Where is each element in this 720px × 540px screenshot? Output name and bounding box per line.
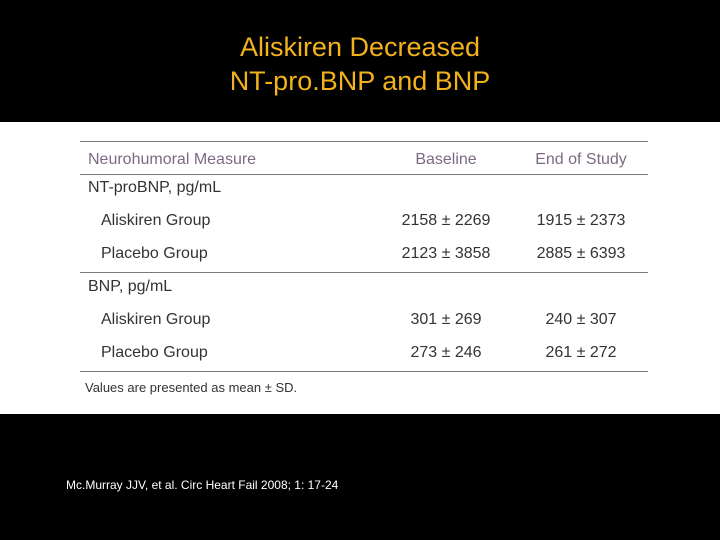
table-row: Placebo Group 273 ± 246 261 ± 272 bbox=[80, 342, 648, 364]
table-header-rule bbox=[80, 174, 648, 175]
column-header-measure: Neurohumoral Measure bbox=[88, 151, 257, 168]
table-row: Aliskiren Group 2158 ± 2269 1915 ± 2373 bbox=[80, 210, 648, 232]
citation: Mc.Murray JJV, et al. Circ Heart Fail 20… bbox=[66, 478, 339, 492]
slide-title-line-2: NT-pro.BNP and BNP bbox=[229, 66, 491, 96]
table-header-row: Neurohumoral Measure Baseline End of Stu… bbox=[80, 149, 648, 171]
section-label-row: NT-proBNP, pg/mL bbox=[80, 177, 648, 199]
group-name: Aliskiren Group bbox=[101, 311, 211, 328]
column-header-baseline: Baseline bbox=[415, 151, 477, 168]
slide-title: Aliskiren Decreased NT-pro.BNP and BNP bbox=[0, 30, 720, 98]
section-divider-rule bbox=[80, 272, 648, 273]
slide-title-line-1: Aliskiren Decreased bbox=[239, 32, 481, 62]
section-label-row: BNP, pg/mL bbox=[80, 276, 648, 298]
group-name: Aliskiren Group bbox=[101, 212, 211, 229]
baseline-value: 2158 ± 2269 bbox=[401, 212, 491, 229]
end-of-study-value: 240 ± 307 bbox=[545, 311, 617, 328]
table-bottom-rule bbox=[80, 371, 648, 372]
table-panel bbox=[0, 122, 720, 414]
end-of-study-value: 2885 ± 6393 bbox=[536, 245, 626, 262]
section-label: NT-proBNP, pg/mL bbox=[88, 179, 222, 196]
baseline-value: 301 ± 269 bbox=[410, 311, 482, 328]
end-of-study-value: 1915 ± 2373 bbox=[536, 212, 626, 229]
table-top-rule bbox=[80, 141, 648, 142]
baseline-value: 2123 ± 3858 bbox=[401, 245, 491, 262]
baseline-value: 273 ± 246 bbox=[410, 344, 482, 361]
group-name: Placebo Group bbox=[101, 344, 208, 361]
end-of-study-value: 261 ± 272 bbox=[545, 344, 617, 361]
section-label: BNP, pg/mL bbox=[88, 278, 173, 295]
table-row: Aliskiren Group 301 ± 269 240 ± 307 bbox=[80, 309, 648, 331]
column-header-end-of-study: End of Study bbox=[535, 151, 627, 168]
table-footnote: Values are presented as mean ± SD. bbox=[85, 380, 298, 395]
group-name: Placebo Group bbox=[101, 245, 208, 262]
table-row: Placebo Group 2123 ± 3858 2885 ± 6393 bbox=[80, 243, 648, 265]
